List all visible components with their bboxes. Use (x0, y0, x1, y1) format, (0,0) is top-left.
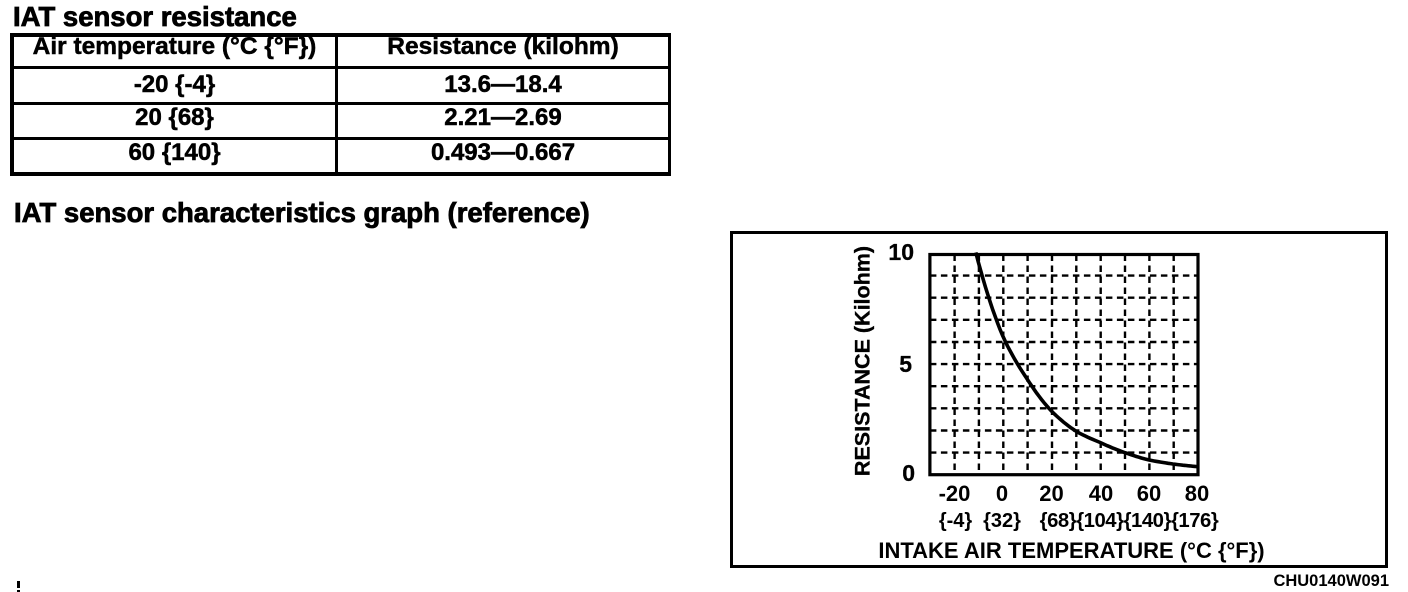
svg-text:10: 10 (888, 239, 914, 265)
svg-text:0: 0 (996, 481, 1008, 506)
svg-text:60: 60 (1137, 481, 1161, 506)
svg-text:0: 0 (902, 460, 915, 486)
svg-text:INTAKE AIR TEMPERATURE (°C {°F: INTAKE AIR TEMPERATURE (°C {°F}) (878, 538, 1264, 563)
svg-text:5: 5 (899, 351, 912, 377)
svg-text:40: 40 (1089, 481, 1113, 506)
svg-text:RESISTANCE (Kilohm): RESISTANCE (Kilohm) (851, 246, 875, 476)
svg-text:80: 80 (1185, 481, 1209, 506)
svg-text:{68}{104}{140}{176}: {68}{104}{140}{176} (1040, 510, 1219, 532)
svg-text:20: 20 (1039, 481, 1063, 506)
svg-text:{-4}: {-4} (939, 510, 973, 532)
svg-text:CHU0140W091: CHU0140W091 (1273, 572, 1389, 590)
svg-text:{32}: {32} (983, 510, 1021, 532)
svg-text:-20: -20 (939, 481, 971, 506)
